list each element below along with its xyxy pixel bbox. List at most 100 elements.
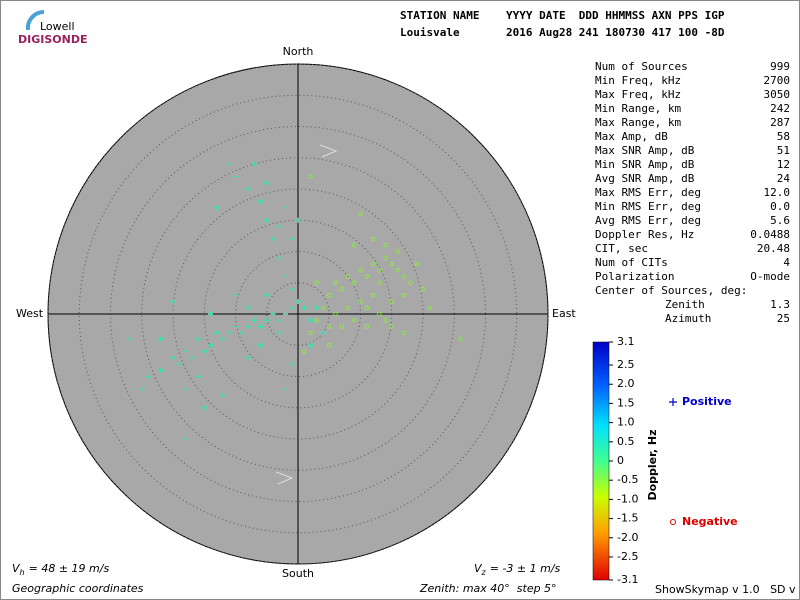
source-positive [264, 317, 270, 323]
source-positive [233, 324, 238, 329]
source-negative [314, 280, 320, 286]
arrow [319, 144, 338, 158]
source-positive [276, 224, 282, 229]
header-values: Louisvale 2016 Aug28 241 180730 417 100 … [400, 26, 725, 39]
source-positive [283, 386, 288, 392]
east-label: East [552, 307, 576, 320]
source-positive [126, 336, 132, 342]
stat-value: 2700 [764, 74, 791, 87]
source-negative [302, 349, 307, 354]
north-label: North [283, 45, 314, 58]
source-negative [377, 311, 382, 317]
source-positive [195, 374, 201, 379]
stat-value: 58 [777, 130, 790, 143]
source-positive [251, 317, 257, 323]
source-negative [327, 293, 332, 298]
source-negative [408, 280, 413, 286]
stat-label: Max SNR Amp, dB [595, 144, 695, 157]
source-positive [258, 324, 263, 329]
source-negative [420, 286, 426, 292]
source-negative [308, 174, 313, 179]
version: ShowSkymap v 1.0 SD v 5.1 [655, 583, 800, 596]
source-negative [333, 311, 338, 317]
source-negative [395, 268, 401, 273]
source-negative [370, 261, 376, 267]
vz-text: = -3 ± 1 m/s [490, 562, 561, 575]
colorbar-tick-label: 1.0 [617, 416, 635, 429]
source-negative [370, 236, 376, 242]
stat-label: Min Freq, kHz [595, 74, 681, 87]
colorbar-tick-label: 0.5 [617, 435, 635, 448]
source-positive [201, 405, 207, 411]
source-negative [352, 242, 357, 248]
source-positive [158, 367, 163, 373]
colorbar-tick-label: 2.5 [617, 358, 635, 371]
stat-label: Num of Sources [595, 60, 688, 73]
source-positive [314, 305, 320, 311]
stat-value: 4 [783, 256, 790, 269]
logo-swoosh [25, 9, 45, 31]
source-positive [308, 317, 313, 323]
source-positive [276, 317, 282, 323]
colorbar-tick-label: 2.0 [617, 377, 635, 390]
stat-label: Min SNR Amp, dB [595, 158, 695, 171]
source-positive [214, 205, 220, 211]
source-negative [352, 318, 357, 323]
source-negative [308, 330, 313, 336]
arrow [275, 471, 294, 485]
source-negative [383, 318, 388, 323]
source-positive [170, 355, 176, 361]
source-positive [308, 342, 313, 348]
source-positive [245, 305, 251, 311]
source-negative [377, 280, 382, 286]
stat-label: Azimuth [665, 312, 711, 325]
source-positive [139, 386, 145, 392]
source-positive [233, 174, 238, 179]
source-negative [383, 242, 388, 248]
colorbar-tick-label: -3.1 [617, 573, 638, 586]
source-negative [358, 299, 363, 304]
vz: Vz = -3 ± 1 m/s [474, 562, 561, 577]
source-positive [289, 236, 295, 242]
source-negative [427, 305, 432, 311]
stat-label: CIT, sec [595, 242, 648, 255]
coords: Geographic coordinates [12, 582, 144, 595]
stat-value: 1.3 [770, 298, 790, 311]
source-positive [264, 292, 270, 298]
source-negative [389, 299, 395, 304]
source-negative [339, 286, 345, 292]
source-positive [201, 349, 207, 354]
source-negative [327, 324, 332, 329]
stat-value: 12.0 [764, 186, 791, 199]
source-positive [195, 336, 201, 342]
vh-symbol: V [12, 562, 21, 575]
stat-value: 51 [777, 144, 790, 157]
vh: Vh = 48 ± 19 m/s [12, 562, 109, 577]
source-positive [283, 311, 288, 317]
source-positive [276, 255, 282, 261]
source-positive [320, 330, 326, 336]
source-positive [258, 199, 263, 204]
source-positive [226, 161, 232, 167]
stat-label: Doppler Res, Hz [595, 228, 694, 241]
vh-text: = 48 ± 19 m/s [29, 562, 110, 575]
source-negative [333, 280, 338, 286]
logo-top: Lowell [40, 20, 75, 33]
legend-marker [670, 519, 676, 525]
source-positive [226, 330, 232, 336]
source-negative [358, 268, 363, 273]
source-negative [364, 305, 370, 311]
colorbar [592, 341, 610, 581]
zenith-note: Zenith: max 40° step 5° [419, 582, 557, 595]
source-positive [264, 180, 270, 186]
source-negative [402, 293, 407, 298]
source-negative [345, 305, 351, 311]
source-negative [389, 324, 395, 329]
colorbar-tick-label: 3.1 [617, 335, 635, 348]
source-positive [220, 336, 226, 342]
stat-label: Min RMS Err, deg [595, 200, 701, 213]
stat-label: Min Range, km [595, 102, 681, 115]
stat-value: 25 [777, 312, 790, 325]
stat-value: 24 [777, 172, 791, 185]
colorbar-tick-label: 1.5 [617, 396, 635, 409]
